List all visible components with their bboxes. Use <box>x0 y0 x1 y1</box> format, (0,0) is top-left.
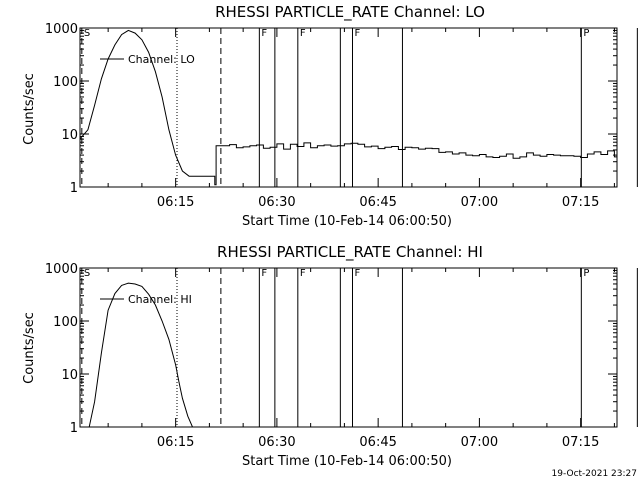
event-marker-label: S <box>84 28 90 39</box>
panel-hi-plot: 110100100006:1506:3006:4507:0007:1507:30… <box>45 262 638 450</box>
series-line-lo <box>80 29 617 186</box>
x-tick-label: 06:30 <box>258 435 295 450</box>
event-marker-label: F <box>261 28 267 39</box>
event-marker-label: F <box>261 268 267 279</box>
x-tick-label: 06:45 <box>359 435 396 450</box>
y-tick-label: 1000 <box>45 262 78 277</box>
x-tick-label: 06:30 <box>258 195 295 210</box>
y-tick-label: 1 <box>70 181 78 196</box>
legend-label: Channel: HI <box>128 293 192 306</box>
event-marker-label: F <box>300 268 306 279</box>
plot-frame <box>79 27 618 188</box>
legend-label: Channel: LO <box>128 53 195 66</box>
y-tick-label: 1000 <box>45 22 78 37</box>
x-tick-label: 06:15 <box>157 435 194 450</box>
panel-lo-plot: 110100100006:1506:3006:4507:0007:1507:30… <box>45 22 638 210</box>
x-tick-label: 07:15 <box>562 435 599 450</box>
plot-frame <box>79 267 618 428</box>
y-tick-label: 10 <box>61 128 78 143</box>
event-marker-label: S <box>84 268 90 279</box>
panel-lo-y-axis-label: Counts/sec <box>22 73 37 145</box>
panel-lo-title: RHESSI PARTICLE_RATE Channel: LO <box>215 3 485 22</box>
y-tick-label: 100 <box>53 315 78 330</box>
panel-hi: RHESSI PARTICLE_RATE Channel: HI 1 10 100 1… <box>22 243 638 469</box>
x-tick-label: 07:15 <box>562 195 599 210</box>
x-tick-label: 06:45 <box>359 195 396 210</box>
panel-lo: RHESSI PARTICLE_RATE Channel: LO 1 10 100 1… <box>22 3 638 229</box>
panel-hi-x-axis-label: Start Time (10-Feb-14 06:00:50) <box>242 454 452 469</box>
x-tick-label: 06:15 <box>157 195 194 210</box>
series-line-hi <box>88 282 196 427</box>
event-marker-label: P <box>583 28 589 39</box>
event-marker-label: F <box>354 28 360 39</box>
event-marker-label: F <box>300 28 306 39</box>
panel-lo-x-axis-label: Start Time (10-Feb-14 06:00:50) <box>242 214 452 229</box>
y-tick-label: 1 <box>70 421 78 436</box>
event-marker-label: F <box>354 268 360 279</box>
footer-timestamp: 19-Oct-2021 23:27 <box>552 469 637 479</box>
y-tick-label: 100 <box>53 75 78 90</box>
x-tick-label: 07:00 <box>461 435 498 450</box>
x-tick-label: 07:00 <box>461 195 498 210</box>
event-marker-label: P <box>583 268 589 279</box>
panel-hi-title: RHESSI PARTICLE_RATE Channel: HI <box>217 243 483 262</box>
panel-hi-y-axis-label: Counts/sec <box>22 312 37 384</box>
y-tick-label: 10 <box>61 368 78 383</box>
